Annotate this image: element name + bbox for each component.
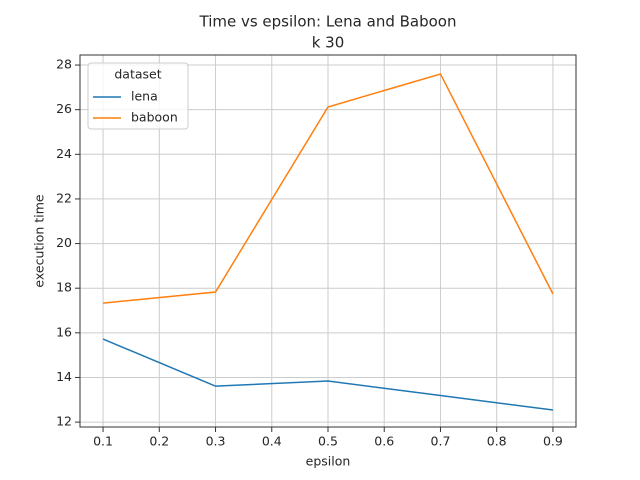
x-tick-label: 0.9 — [543, 434, 563, 449]
x-tick-label: 0.6 — [374, 434, 394, 449]
y-tick-label: 26 — [56, 101, 72, 116]
legend-title: dataset — [114, 67, 161, 82]
y-tick-label: 28 — [56, 57, 72, 72]
y-axis-label: execution time — [32, 194, 47, 287]
data-line — [102, 73, 554, 304]
y-tick-label: 18 — [56, 280, 72, 295]
plot-frame — [79, 54, 577, 428]
x-tick-label: 0.4 — [262, 434, 282, 449]
y-tick-label: 20 — [56, 235, 72, 250]
y-tick-label: 16 — [56, 324, 72, 339]
legend-box — [87, 62, 189, 130]
legend-label: baboon — [131, 110, 178, 125]
chart-subtitle: k 30 — [312, 34, 345, 52]
x-tick-label: 0.8 — [487, 434, 507, 449]
x-tick-label: 0.3 — [206, 434, 226, 449]
x-tick-label: 0.5 — [318, 434, 338, 449]
y-tick-label: 24 — [56, 146, 72, 161]
x-axis-label: epsilon — [306, 454, 351, 469]
y-tick-label: 14 — [56, 369, 72, 384]
legend-label: lena — [131, 89, 158, 104]
legend: dataset lena baboon — [87, 62, 189, 130]
data-line — [102, 338, 554, 411]
x-tick-label: 0.1 — [93, 434, 113, 449]
x-tick-label: 0.7 — [431, 434, 451, 449]
x-tick-label: 0.2 — [149, 434, 169, 449]
y-tick-label: 22 — [56, 190, 72, 205]
chart-title: Time vs epsilon: Lena and Baboon — [199, 13, 457, 31]
y-tick-label: 12 — [56, 414, 72, 429]
